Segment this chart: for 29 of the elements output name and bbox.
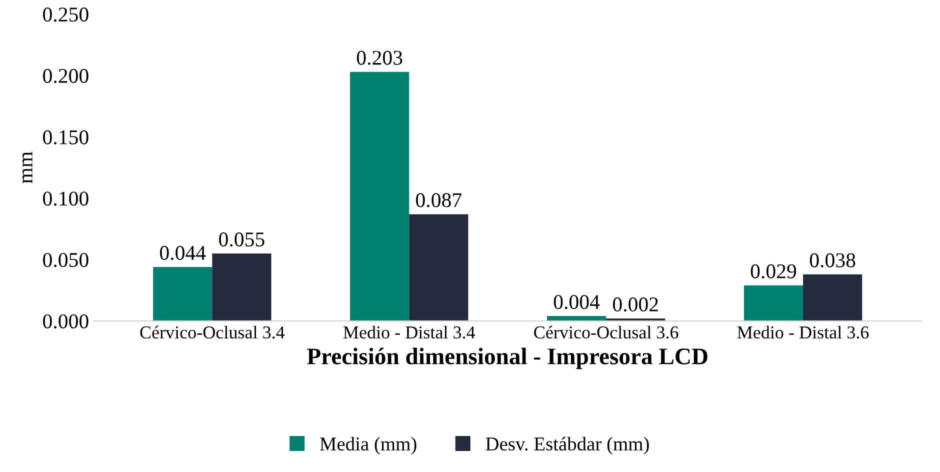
data-label: 0.002 [612, 297, 658, 312]
y-tick-label: 0.050 [43, 252, 88, 268]
y-axis-title: mm [22, 152, 32, 184]
data-label: 0.055 [219, 232, 264, 247]
bar [546, 316, 606, 321]
bar [350, 72, 410, 321]
data-label: 0.038 [810, 253, 856, 268]
y-tick-label: 0.250 [43, 8, 88, 22]
x-tick-label: Cérvico-Oclusal 3.4 [140, 326, 285, 339]
data-label: 0.087 [416, 193, 462, 208]
bar [212, 253, 272, 321]
x-tick-label: Medio - Distal 3.6 [737, 326, 869, 339]
x-tick-label: Medio - Distal 3.4 [343, 326, 476, 339]
data-label: 0.044 [160, 246, 206, 260]
bar [744, 285, 804, 321]
bar [803, 274, 862, 321]
bar [153, 266, 212, 321]
x-axis-title: Precisión dimensional - Impresora LCD [307, 348, 708, 370]
legend-label: Media (mm) [320, 436, 416, 454]
data-label: 0.004 [554, 294, 600, 310]
x-tick-label: Cérvico-Oclusal 3.6 [534, 326, 678, 339]
y-tick-label: 0.000 [43, 314, 88, 328]
y-tick-label: 0.100 [43, 192, 88, 206]
y-tick-label: 0.200 [43, 68, 88, 84]
data-label: 0.203 [356, 50, 402, 65]
y-tick-label: 0.150 [43, 130, 88, 144]
bar [409, 214, 468, 321]
data-label: 0.029 [750, 264, 796, 278]
legend-label: Desv. Estábdar (mm) [486, 436, 649, 454]
